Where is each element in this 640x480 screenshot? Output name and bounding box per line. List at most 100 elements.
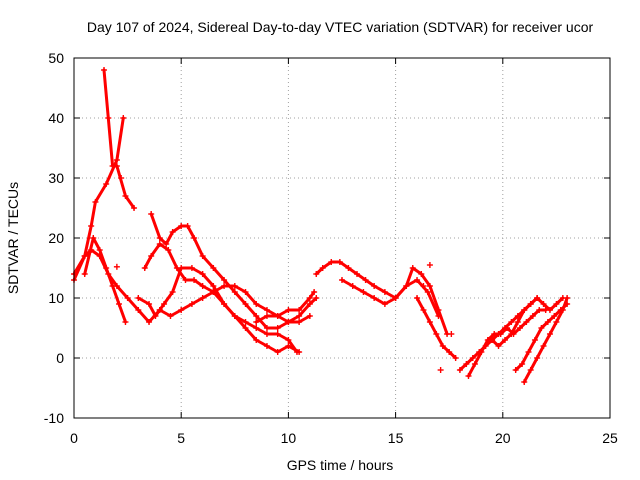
data-point <box>285 337 292 343</box>
data-point <box>339 277 345 283</box>
data-point <box>231 313 238 319</box>
data-point <box>345 265 352 271</box>
data-point <box>319 265 326 271</box>
data-point <box>92 199 99 205</box>
data-point <box>156 235 163 241</box>
isolated-data-point <box>426 262 433 268</box>
data-point <box>529 313 536 319</box>
data-point <box>199 283 206 289</box>
data-point <box>253 325 260 331</box>
data-point <box>96 247 103 253</box>
data-point <box>336 259 343 265</box>
data-point <box>514 319 521 325</box>
chart-title: Day 107 of 2024, Sidereal Day-to-day VTE… <box>87 19 594 35</box>
data-point <box>191 235 198 241</box>
data-point <box>495 343 502 349</box>
y-tick-label: 30 <box>48 170 64 186</box>
data-point <box>414 277 421 283</box>
data-point <box>540 343 547 349</box>
data-point <box>169 289 176 295</box>
data-point <box>433 331 440 337</box>
data-point <box>463 361 470 367</box>
series-track-17 <box>522 296 569 384</box>
data-point <box>306 313 313 319</box>
data-point <box>188 301 195 307</box>
data-point <box>191 277 198 283</box>
data-point <box>88 223 95 229</box>
data-point <box>527 367 534 373</box>
data-point <box>173 265 180 271</box>
data-point <box>242 301 249 307</box>
data-point <box>296 349 303 355</box>
data-point <box>546 331 553 337</box>
data-point <box>148 253 155 259</box>
data-point <box>296 307 303 313</box>
x-tick-label: 15 <box>388 430 404 446</box>
data-point <box>199 271 206 277</box>
data-point <box>439 343 446 349</box>
data-point <box>135 307 142 313</box>
data-point <box>221 277 228 283</box>
y-axis-label: SDTVAR / TECUs <box>5 182 21 294</box>
grid <box>74 58 610 418</box>
x-tick-label: 25 <box>602 430 618 446</box>
data-point <box>478 349 485 355</box>
data-point <box>313 271 320 277</box>
data-point <box>311 289 318 295</box>
data-point <box>156 241 163 247</box>
data-point <box>424 289 431 295</box>
data-point <box>263 331 270 337</box>
isolated-data-point <box>437 367 444 373</box>
data-point <box>381 289 388 295</box>
data-point <box>538 325 545 331</box>
data-point <box>109 283 116 289</box>
data-point <box>349 283 356 289</box>
data-point <box>103 265 110 271</box>
data-point <box>199 295 206 301</box>
isolated-data-point <box>118 175 125 181</box>
data-point <box>285 343 292 349</box>
series-track-4 <box>83 236 127 324</box>
data-point <box>559 307 566 313</box>
data-point <box>221 283 228 289</box>
data-point <box>90 235 97 241</box>
data-point <box>465 373 472 379</box>
data-point <box>122 193 129 199</box>
y-tick-label: 20 <box>48 230 64 246</box>
data-point <box>113 163 120 169</box>
data-point <box>544 319 551 325</box>
data-point <box>456 367 463 373</box>
data-point <box>167 313 174 319</box>
data-point <box>152 313 159 319</box>
data-point <box>285 319 292 325</box>
data-point <box>163 241 170 247</box>
x-tick-label: 5 <box>177 430 185 446</box>
data-point <box>242 319 249 325</box>
data-point <box>210 283 217 289</box>
axis-ticks: 0 5 10 15 20 25 -10 0 10 20 30 40 50 <box>44 50 618 446</box>
data-point <box>253 313 260 319</box>
data-point <box>540 301 547 307</box>
data-point <box>313 295 320 301</box>
isolated-data-point <box>420 283 427 289</box>
data-layer <box>71 67 571 385</box>
data-point <box>116 301 123 307</box>
data-point <box>362 277 369 283</box>
data-point <box>210 265 217 271</box>
data-point <box>551 313 558 319</box>
data-point <box>141 265 148 271</box>
data-point <box>306 295 313 301</box>
data-point <box>296 313 303 319</box>
data-point <box>242 325 249 331</box>
data-point <box>242 289 249 295</box>
data-point <box>420 307 427 313</box>
y-tick-label: -10 <box>44 410 64 426</box>
y-tick-label: 0 <box>56 350 64 366</box>
data-point <box>161 301 168 307</box>
data-point <box>231 289 238 295</box>
data-point <box>285 307 292 313</box>
data-point <box>182 277 189 283</box>
data-point <box>253 337 260 343</box>
data-point <box>81 271 88 277</box>
data-point <box>489 337 496 343</box>
